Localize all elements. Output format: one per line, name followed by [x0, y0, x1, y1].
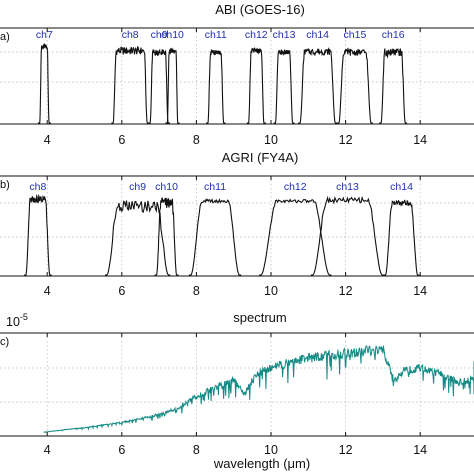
response-curve-ch8	[111, 45, 149, 124]
panel-b-channel-labels: ch8 ch9 ch10 ch11 ch12 ch13 ch14	[29, 181, 413, 193]
panel-c-y-exponent-power: -5	[20, 312, 28, 322]
response-curve-ch11	[188, 198, 242, 276]
x-tick-label-4: 4	[44, 133, 51, 147]
x-tick-label-8: 8	[193, 443, 200, 457]
x-tick-label-6: 6	[118, 443, 125, 457]
channel-label-ch15: ch15	[344, 29, 367, 41]
x-tick-label-8: 8	[193, 284, 200, 298]
panel-a-x-ticks: 4 6 8 10 12 14	[44, 28, 427, 147]
channel-label-ch9: ch9	[151, 29, 168, 41]
channel-label-ch9: ch9	[129, 181, 146, 193]
panel-b-grid	[0, 176, 474, 276]
channel-label-ch14: ch14	[306, 29, 329, 41]
x-tick-label-12: 12	[339, 284, 353, 298]
x-tick-label-4: 4	[44, 443, 51, 457]
panel-a-curves	[37, 42, 408, 124]
panel-b-label: b)	[0, 179, 10, 191]
panel-a-label: a)	[0, 31, 10, 43]
panel-b-title: AGRI (FY4A)	[222, 150, 299, 165]
panel-c-label: c)	[0, 336, 9, 348]
channel-label-ch11: ch11	[205, 29, 227, 41]
channel-label-ch13: ch13	[273, 29, 296, 41]
response-curve-ch10	[165, 47, 180, 124]
response-curve-ch8	[24, 193, 52, 276]
panel-c-y-exponent-base: 10	[6, 315, 20, 329]
x-tick-label-12: 12	[339, 133, 353, 147]
x-tick-label-4: 4	[44, 284, 51, 298]
x-tick-label-6: 6	[118, 284, 125, 298]
response-curve-ch13	[273, 48, 295, 124]
panel-c-xlabel: wavelength (μm)	[213, 456, 310, 471]
panel-c-x-ticks: 46810121416	[44, 333, 427, 457]
channel-label-ch16: ch16	[382, 29, 405, 41]
panel-a-grid	[0, 28, 474, 124]
panel-c-spectrum	[43, 345, 474, 433]
channel-label-ch12: ch12	[284, 181, 307, 193]
panel-c-grid	[0, 333, 474, 436]
response-curve-ch10	[154, 197, 179, 276]
channel-label-ch10: ch10	[161, 29, 184, 41]
channel-label-ch8: ch8	[122, 29, 139, 41]
response-curve-ch9	[105, 200, 171, 276]
response-curve-ch9	[148, 48, 170, 124]
response-curve-ch13	[310, 195, 384, 276]
channel-label-ch11: ch11	[204, 181, 226, 193]
response-curve-ch16	[379, 48, 408, 124]
x-tick-label-10: 10	[264, 443, 278, 457]
channel-label-ch10: ch10	[155, 181, 178, 193]
channel-label-ch13: ch13	[336, 181, 359, 193]
channel-label-ch7: ch7	[36, 29, 53, 41]
response-curve-ch11	[206, 48, 226, 124]
spectrum-line	[43, 345, 474, 433]
panel-c: spectrum 10-5 c) 46810121416 wavelength …	[0, 310, 474, 471]
x-tick-label-14: 14	[413, 284, 427, 298]
panel-a-title: ABI (GOES-16)	[215, 2, 305, 17]
panel-b-curves	[24, 193, 420, 276]
channel-label-ch14: ch14	[390, 181, 413, 193]
panel-c-title: spectrum	[233, 310, 286, 325]
x-tick-label-6: 6	[118, 133, 125, 147]
panel-a-frame	[0, 27, 474, 125]
x-tick-label-10: 10	[264, 284, 278, 298]
panel-c-frame	[0, 332, 474, 437]
x-tick-label-12: 12	[339, 443, 353, 457]
panel-b-frame	[0, 175, 474, 277]
channel-label-ch8: ch8	[29, 181, 46, 193]
panel-b-x-ticks: 4 6 8 10 12 14	[44, 176, 427, 298]
channel-label-ch12: ch12	[245, 29, 268, 41]
panel-b: AGRI (FY4A) b) ch8 ch9 ch10 ch11 ch12 ch13 ch1…	[0, 150, 474, 298]
response-curve-ch14	[383, 199, 420, 276]
response-curve-ch12	[246, 46, 266, 124]
x-tick-label-14: 14	[413, 133, 427, 147]
response-curve-ch12	[259, 198, 332, 276]
x-tick-label-10: 10	[264, 133, 278, 147]
x-tick-label-14: 14	[413, 443, 427, 457]
response-curve-ch14	[298, 46, 337, 124]
x-tick-label-8: 8	[193, 133, 200, 147]
panel-c-y-exponent: 10-5	[6, 312, 28, 329]
response-curve-ch7	[37, 42, 51, 124]
response-curve-ch15	[337, 47, 373, 124]
